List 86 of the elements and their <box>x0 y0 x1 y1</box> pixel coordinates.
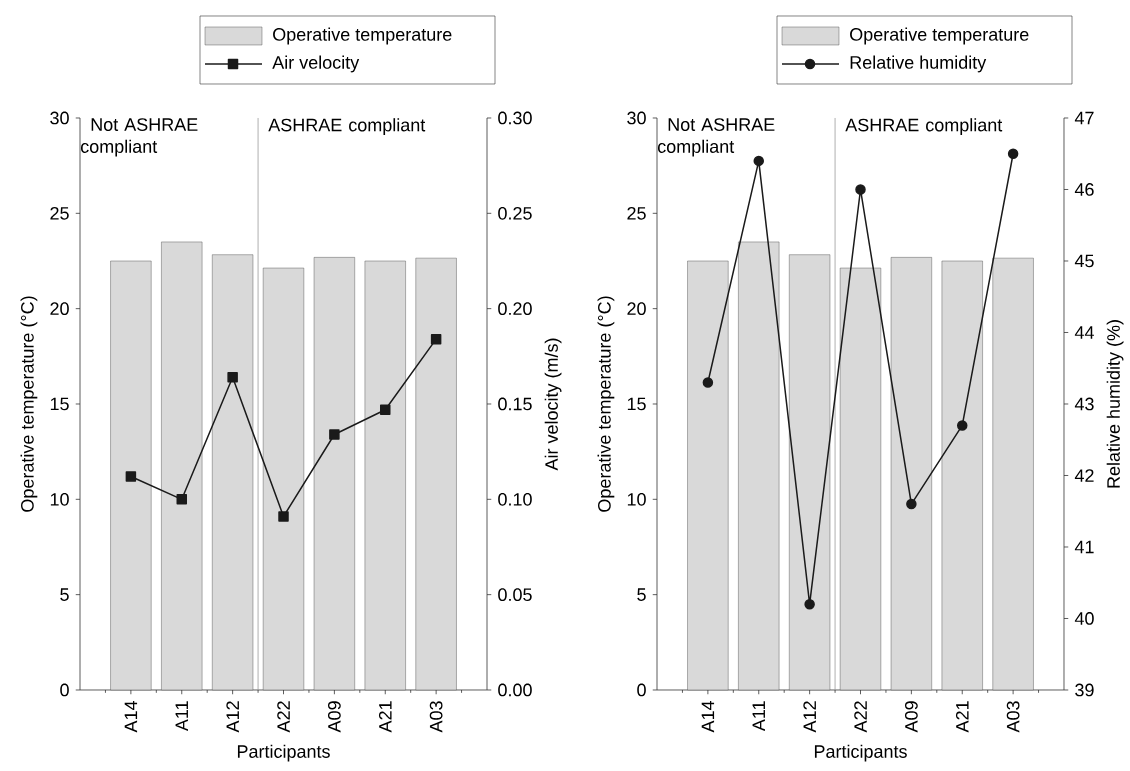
x-tick-label: A22 <box>277 701 290 733</box>
y2-tick-label: 42 <box>1074 469 1094 482</box>
y2-axis-title: Relative humidity (%) <box>1106 320 1124 488</box>
y-tick-label: 25 <box>50 206 69 220</box>
bar <box>262 267 305 691</box>
bar <box>839 267 882 691</box>
bar <box>313 257 355 691</box>
y2-tick-label: 47 <box>1074 111 1094 125</box>
point <box>1007 148 1019 159</box>
y-tick-label: 30 <box>50 111 69 125</box>
x-tick-label: A09 <box>904 701 918 733</box>
x-tick-label: A14 <box>701 700 715 733</box>
bar <box>161 241 203 691</box>
y-axis-title: Operative temperature (°C) <box>20 296 38 512</box>
bar <box>415 257 457 691</box>
y2-tick-label: 0.25 <box>498 206 532 220</box>
y-tick-label: 0 <box>637 683 646 697</box>
annotation: ASHRAE compliant <box>845 118 1003 135</box>
y2-axis-title: Air velocity (m/s) <box>544 338 562 471</box>
y-axis-title: Operative temperature (°C) <box>597 296 615 512</box>
y2-tick-label: 44 <box>1074 326 1094 339</box>
y-tick-label: 5 <box>60 588 69 601</box>
x-tick-label: A09 <box>328 701 341 733</box>
x-tick-label: A22 <box>854 701 867 733</box>
legend-label: Operative temperature <box>273 27 452 45</box>
y-tick-label: 10 <box>50 492 69 506</box>
x-tick-label: A11 <box>175 701 188 732</box>
y-tick-label: 20 <box>50 302 69 316</box>
y-tick-label: 25 <box>627 206 646 220</box>
y-tick-label: 0 <box>60 683 69 697</box>
y2-tick-label: 0.00 <box>498 683 532 697</box>
point <box>125 471 137 482</box>
y2-tick-label: 0.15 <box>498 397 532 411</box>
legend-label: Relative humidity <box>850 55 987 73</box>
y-tick-label: 15 <box>627 397 646 411</box>
bar <box>992 257 1034 691</box>
y2-tick-label: 41 <box>1074 540 1094 554</box>
x-tick-label: A12 <box>226 701 239 733</box>
y2-tick-label: 0.10 <box>498 492 532 506</box>
bar <box>738 241 780 691</box>
bar <box>110 260 152 691</box>
y2-tick-label: 43 <box>1074 397 1094 411</box>
y-tick-label: 20 <box>627 302 646 316</box>
y2-tick-label: 45 <box>1074 254 1094 268</box>
y2-tick-label: 40 <box>1074 612 1094 625</box>
y-tick-label: 15 <box>50 397 69 411</box>
bar <box>212 254 254 691</box>
bar <box>364 260 406 691</box>
y-tick-label: 5 <box>637 588 646 601</box>
legend-label: Air velocity <box>272 55 360 73</box>
annotation: ASHRAE compliant <box>268 118 426 135</box>
y-tick-label: 10 <box>627 492 646 506</box>
x-tick-label: A03 <box>1006 701 1020 733</box>
y2-tick-label: 46 <box>1074 183 1094 196</box>
y2-tick-label: 0.30 <box>498 111 532 125</box>
legend-label: Operative temperature <box>850 27 1029 45</box>
x-tick-label: A21 <box>955 701 969 733</box>
annotation: Not ASHRAE compliant <box>657 118 775 157</box>
point <box>176 494 188 505</box>
point <box>855 184 866 195</box>
point <box>957 420 968 431</box>
x-tick-label: A21 <box>378 701 392 733</box>
point <box>906 498 917 510</box>
x-tick-label: A11 <box>752 701 765 732</box>
x-axis-title: Participants <box>237 744 330 762</box>
x-tick-label: A14 <box>124 700 138 733</box>
x-tick-label: A03 <box>429 701 443 733</box>
bar <box>890 257 932 691</box>
bar <box>941 260 983 691</box>
point <box>329 429 340 440</box>
y-tick-label: 30 <box>627 111 646 125</box>
annotation: Not ASHRAE compliant <box>80 118 198 157</box>
point <box>753 155 764 167</box>
point <box>227 372 238 383</box>
bar <box>687 260 729 691</box>
y2-tick-label: 39 <box>1075 683 1094 697</box>
y2-tick-label: 0.05 <box>498 588 532 602</box>
point <box>804 598 815 610</box>
x-tick-label: A12 <box>803 701 816 733</box>
point <box>702 377 714 388</box>
point <box>430 333 442 345</box>
point <box>380 404 391 415</box>
y2-tick-label: 0.20 <box>498 302 532 316</box>
bar <box>789 254 831 691</box>
x-axis-title: Participants <box>814 744 907 762</box>
point <box>278 511 289 522</box>
